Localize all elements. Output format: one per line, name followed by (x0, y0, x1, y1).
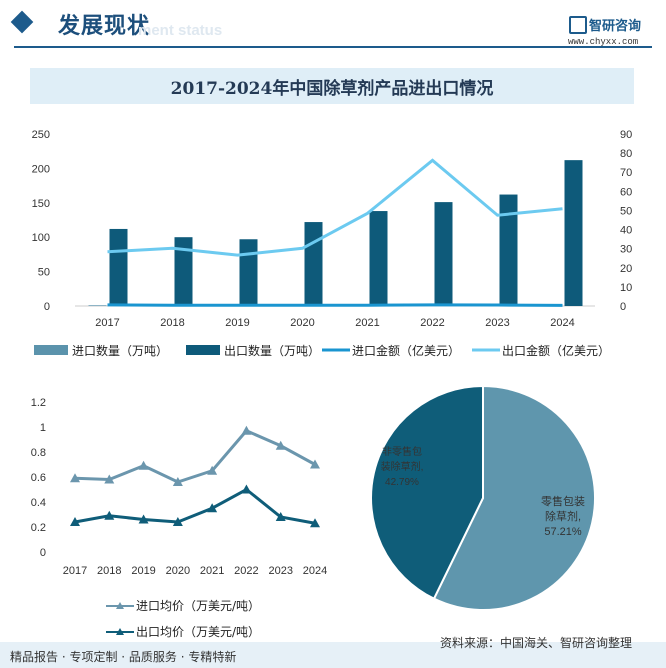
export-price-marker (172, 517, 183, 526)
source-note: 资料来源：中国海关、智研咨询整理 (440, 636, 633, 650)
y-tick-label: 1.2 (31, 397, 46, 409)
pie-slice-label: 零售包装 (541, 494, 585, 508)
export-price-line (74, 487, 316, 525)
y-right-tick-label: 20 (620, 263, 632, 275)
footer-slogan: 精品报告 · 专项定制 · 品质服务 · 专精特新 (10, 650, 237, 664)
legend-swatch (186, 345, 220, 355)
y-right-tick-label: 90 (620, 129, 632, 141)
import-price-marker (207, 465, 218, 475)
y-right-tick-label: 30 (620, 244, 632, 256)
export-value-line (107, 158, 563, 257)
x-tick-label: 2024 (550, 317, 574, 329)
y-right-tick-label: 0 (620, 301, 626, 313)
y-left-tick-label: 0 (44, 301, 50, 313)
section-subtitle: ment status (138, 22, 223, 39)
export-price-marker (70, 517, 80, 526)
legend-swatch (34, 345, 68, 355)
export-price-marker (275, 512, 286, 521)
x-tick-label: 2021 (355, 317, 379, 329)
y-left-tick-label: 250 (32, 129, 50, 141)
x-tick-label: 2019 (131, 565, 155, 577)
x-tick-label: 2020 (290, 317, 314, 329)
x-tick-label: 2017 (95, 317, 119, 329)
import-price-marker (70, 473, 80, 483)
export-price-marker (138, 514, 149, 524)
import-value-line (107, 303, 563, 307)
y-left-tick-label: 100 (32, 232, 50, 244)
chart-title-band (30, 68, 634, 104)
export-price-marker (310, 518, 320, 528)
export-qty-bar (564, 160, 583, 306)
y-left-tick-label: 50 (38, 267, 50, 279)
legend-label: 进口数量（万吨） (72, 343, 168, 358)
legend-marker (116, 628, 124, 635)
legend-label: 进口均价（万美元/吨） (136, 599, 260, 613)
y-right-tick-label: 60 (620, 186, 632, 198)
export-qty-bar (304, 222, 323, 306)
pie-slice-label: 装除草剂, (381, 460, 424, 473)
y-right-tick-label: 80 (620, 148, 632, 160)
footer-band (0, 642, 666, 668)
y-tick-label: 0.8 (31, 447, 46, 459)
x-tick-label: 2022 (420, 317, 444, 329)
y-right-tick-label: 10 (620, 282, 632, 294)
brand-url: www.chyxx.com (568, 37, 639, 47)
brand-name: 智研咨询 (589, 19, 642, 34)
y-right-tick-label: 50 (620, 205, 632, 217)
legend-label: 出口金额（亿美元） (502, 343, 610, 358)
export-qty-bar (369, 211, 388, 306)
export-qty-bar (239, 239, 258, 306)
section-title: 发展现状 (58, 13, 151, 39)
y-tick-label: 0.4 (31, 497, 46, 509)
export-qty-bar (499, 194, 518, 306)
pie-slice-label: 非零售包 (382, 445, 422, 458)
x-tick-label: 2020 (166, 565, 190, 577)
import-price-marker (275, 440, 286, 450)
import-price-marker (138, 460, 149, 470)
x-tick-label: 2021 (200, 565, 224, 577)
export-price-marker (207, 503, 218, 513)
import-price-marker (104, 474, 115, 484)
y-tick-label: 0.2 (31, 522, 46, 534)
export-price-marker (104, 510, 115, 520)
chart-title: 2017-2024年中国除草剂产品进出口情况 (170, 79, 494, 99)
export-qty-bar (174, 237, 193, 306)
import-qty-bar (88, 305, 107, 306)
export-qty-bar (109, 228, 128, 306)
y-left-tick-label: 200 (32, 163, 50, 175)
y-right-tick-label: 40 (620, 225, 632, 237)
pie-slice-label: 42.79% (385, 477, 419, 488)
y-tick-label: 0.6 (31, 472, 46, 484)
x-tick-label: 2024 (303, 565, 327, 577)
legend-marker (116, 602, 124, 609)
import-price-line (74, 428, 316, 484)
y-left-tick-label: 150 (32, 198, 50, 210)
x-tick-label: 2018 (97, 565, 121, 577)
x-tick-label: 2023 (485, 317, 509, 329)
legend-label: 出口均价（万美元/吨） (136, 625, 260, 639)
x-tick-label: 2018 (160, 317, 184, 329)
import-price-marker (241, 425, 252, 435)
brand-logo-icon (569, 16, 587, 34)
import-price-marker (310, 459, 320, 469)
legend-label: 出口数量（万吨） (224, 343, 320, 358)
pie-slice (432, 384, 597, 611)
x-tick-label: 2023 (268, 565, 292, 577)
x-tick-label: 2017 (63, 565, 87, 577)
pie-slice-label: 57.21% (544, 526, 582, 538)
x-tick-label: 2022 (234, 565, 258, 577)
export-price-marker (241, 484, 252, 494)
y-tick-label: 0 (40, 547, 46, 559)
header-divider (14, 46, 652, 48)
pie-slice-label: 除草剂, (545, 509, 581, 523)
export-qty-bar (434, 202, 453, 306)
y-right-tick-label: 70 (620, 167, 632, 179)
x-tick-label: 2019 (225, 317, 249, 329)
legend-label: 进口金额（亿美元） (352, 343, 460, 358)
y-tick-label: 1 (40, 422, 46, 434)
import-price-marker (172, 477, 183, 486)
pie-slice (370, 384, 484, 601)
